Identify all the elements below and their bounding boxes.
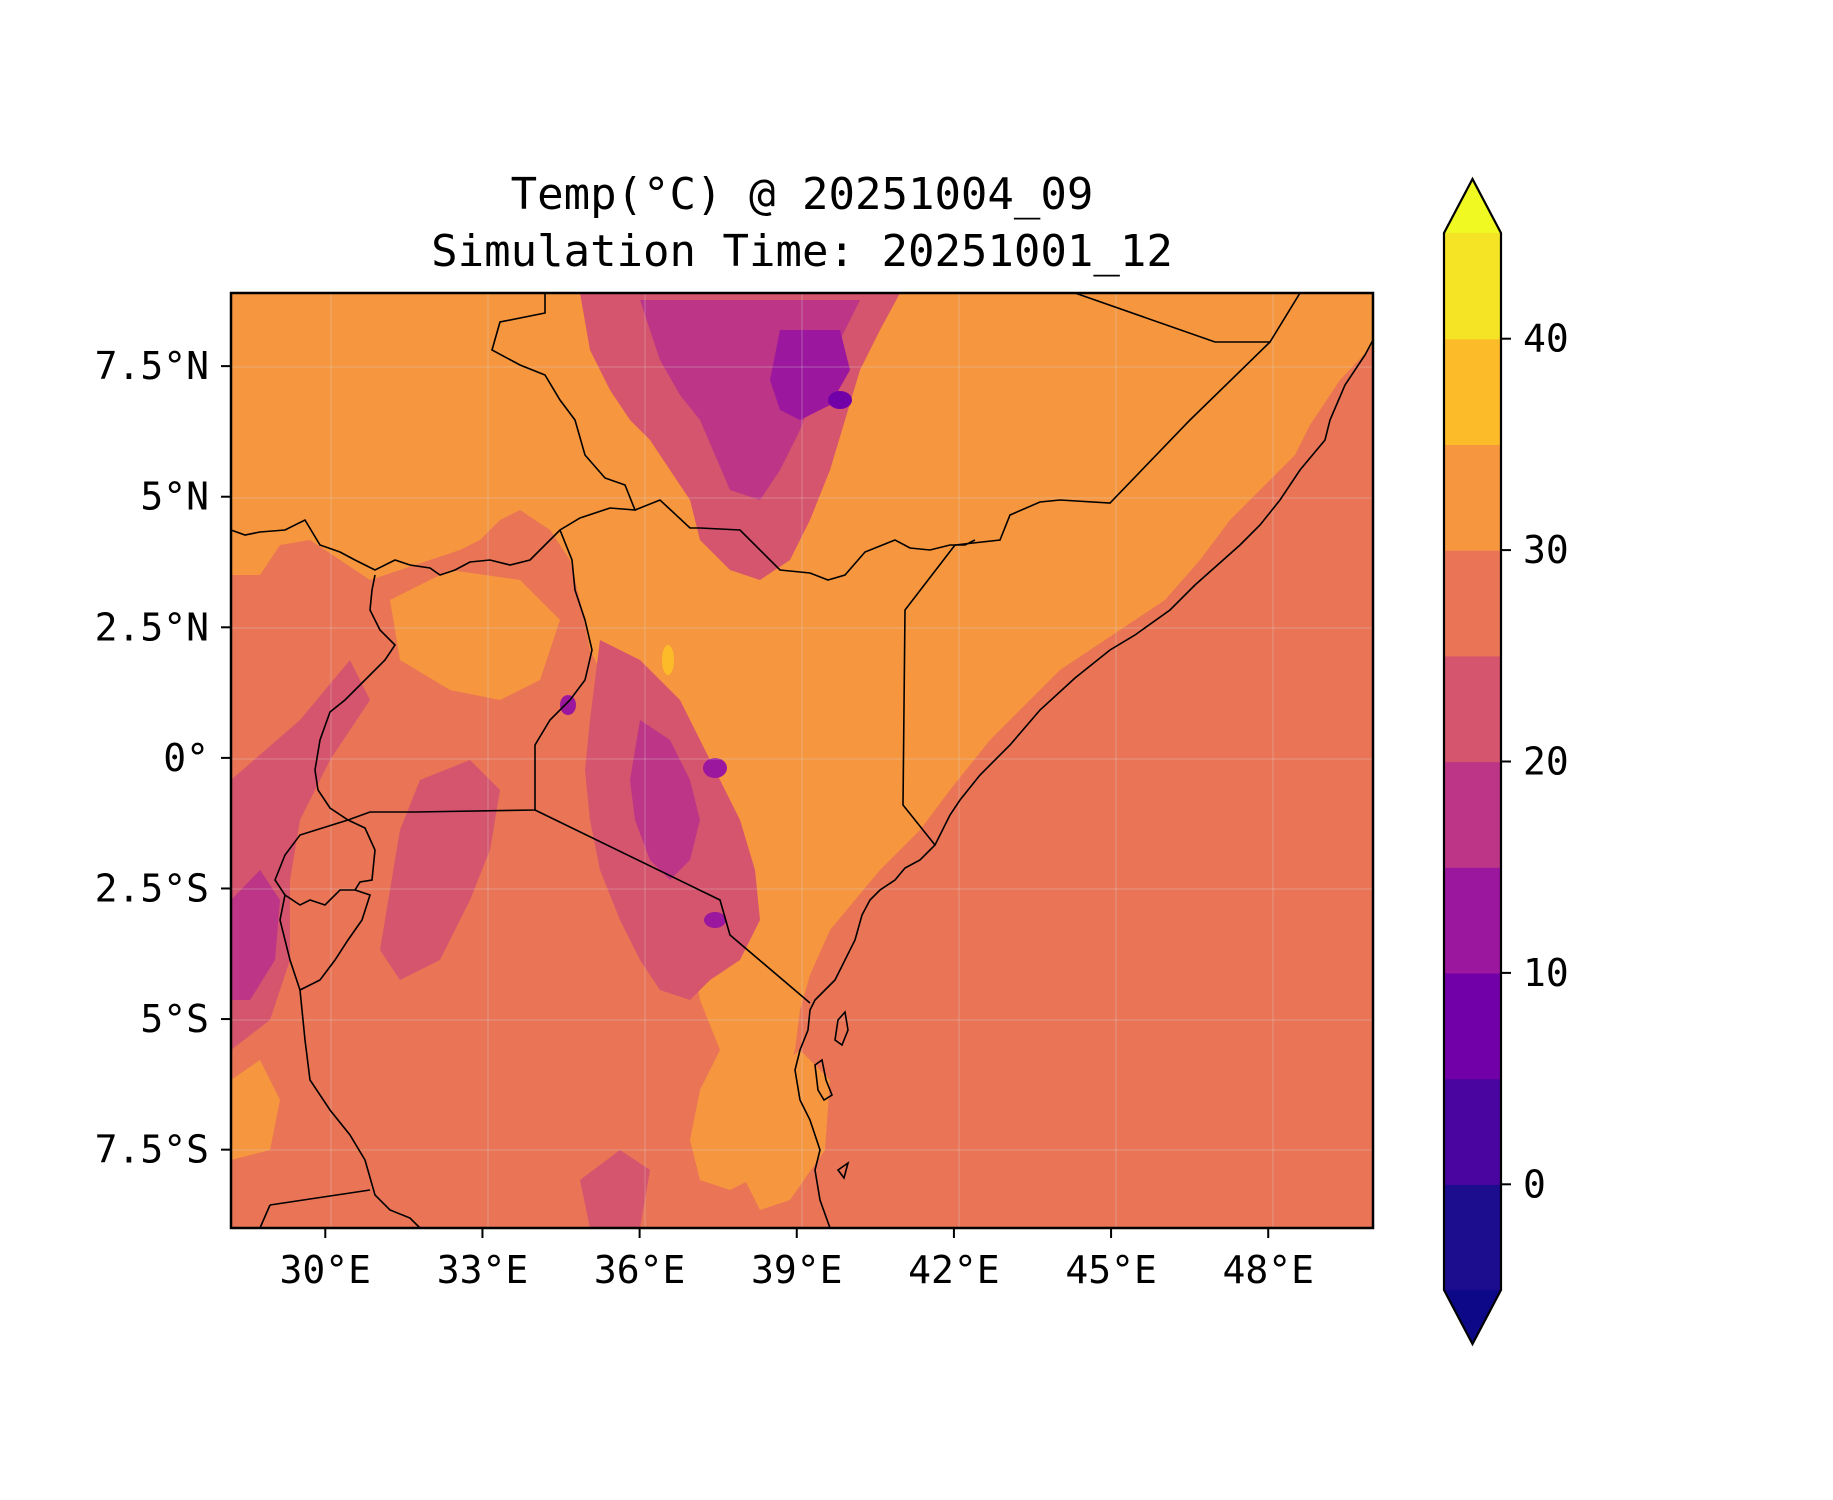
temperature-band-30-35-coast-south [740,1050,830,1210]
temperature-band-35-40-turkana [662,645,674,675]
lon-tick-label: 33°E [437,1248,529,1292]
temperature-band-15-20-rift [630,720,700,880]
longitude-ticks: 30°E 33°E 36°E 39°E 42°E 45°E 48°E [280,1228,1314,1292]
colorbar-extend-low [1444,1290,1501,1344]
map-frame [229,291,1375,1230]
colorbar-extend-high [1444,179,1501,233]
colorbar-segment [1444,972,1501,1080]
island-mafia [836,1161,850,1180]
colorbar-segment [1444,233,1501,340]
border-kenya-somalia [902,544,956,846]
island-pemba [834,1010,849,1047]
island-zanzibar [814,1058,833,1102]
border-zambia [259,1189,371,1228]
lat-tick-label: 7.5°S [95,1128,209,1172]
colorbar-segment [1444,338,1501,445]
colorbar-segment [1444,1184,1501,1291]
lat-tick-label: 7.5°N [95,344,209,388]
colorbar-tick-label: 0 [1523,1162,1546,1206]
colorbar: 0 10 20 30 40 [1442,176,1569,1347]
lon-tick-label: 39°E [751,1248,843,1292]
map-subtitle: Simulation Time: 20251001_12 [431,226,1173,277]
border-rwanda-burundi [274,819,376,991]
temperature-band-10-15-kilimanjaro [704,912,726,928]
map-gridlines [231,293,1373,1228]
colorbar-tick-label: 30 [1523,528,1569,572]
border-sudan-southsudan-ethiopia [231,293,637,576]
lat-tick-label: 2.5°N [95,605,209,649]
lon-tick-label: 42°E [908,1248,1000,1292]
colorbar-segment [1444,867,1501,974]
lat-tick-label: 2.5°S [95,866,209,910]
lon-tick-label: 36°E [594,1248,686,1292]
temperature-band-5-10-core [828,391,852,409]
temperature-band-15-20-albertine [231,870,280,1000]
border-somaliland [1074,293,1270,343]
map-title: Temp(°C) @ 20251004_09 [511,169,1094,220]
temperature-band-30-35-north [231,293,1373,1190]
lat-tick-label: 5°N [140,475,209,519]
temperature-band-30-35-tanzania [231,1060,280,1160]
temperature-band-10-15-elgon [560,695,576,715]
border-uganda [314,529,593,821]
colorbar-tick-label: 40 [1523,317,1569,361]
colorbar-segment [1444,550,1501,657]
lon-tick-label: 45°E [1065,1248,1157,1292]
border-kenya-tanzania [534,809,811,1004]
temperature-band-20-25-victoria [380,760,500,980]
temperature-band-20-25-south [580,1150,650,1228]
colorbar-segment [1444,1078,1501,1185]
border-ethiopia-kenya [634,499,976,581]
temperature-band-10-15-kenya [703,758,727,778]
border-ethiopia-somalia [954,293,1301,546]
lon-tick-label: 48°E [1222,1248,1314,1292]
colorbar-segment [1444,444,1501,551]
lat-tick-label: 5°S [140,997,209,1041]
latitude-ticks: 7.5°N 5°N 2.5°N 0° 2.5°S 5°S 7.5°S [95,344,231,1172]
map-panel [231,293,1373,1228]
colorbar-segment [1444,655,1501,763]
colorbar-tick-label: 10 [1523,951,1569,995]
lat-tick-label: 0° [163,736,209,780]
coastline-east-africa [794,339,1373,1228]
colorbar-outline [1442,176,1503,1347]
border-drc-tanzania-zambia [279,894,421,1228]
temperature-band-30-35-uganda-north [390,570,560,700]
colorbar-segment [1444,761,1501,868]
colorbar-tick-label: 20 [1523,740,1569,784]
country-borders [231,293,1373,1228]
lon-tick-label: 30°E [280,1248,372,1292]
